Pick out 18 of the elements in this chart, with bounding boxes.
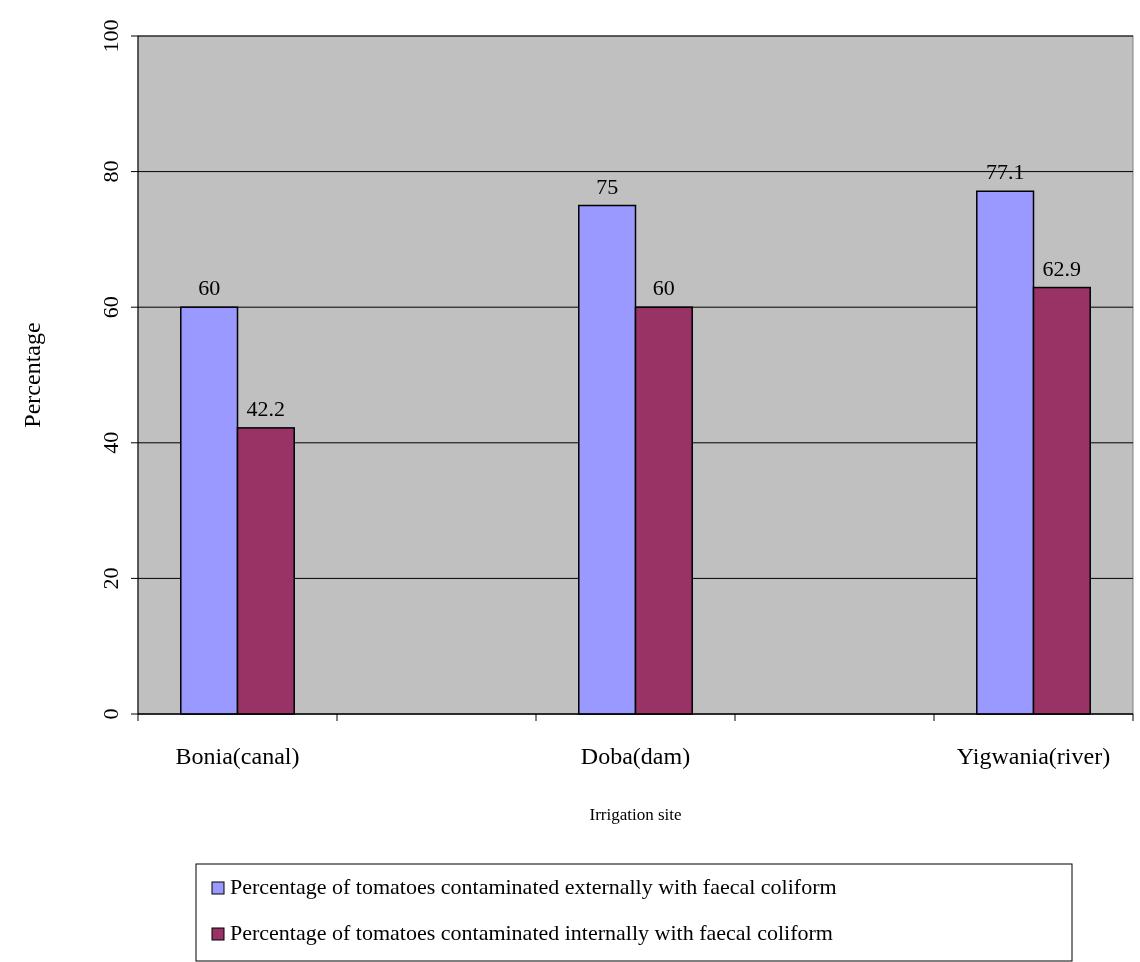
data-label: 60 — [652, 275, 675, 301]
data-label: 60 — [198, 275, 221, 301]
y-tick-label: 80 — [97, 160, 123, 183]
data-label: 75 — [596, 173, 619, 199]
y-tick-label: 0 — [97, 708, 123, 720]
data-label: 62.9 — [1042, 255, 1082, 281]
legend-label: Percentage of tomatoes contaminated internally with faecal coliform — [230, 920, 833, 945]
y-tick-label: 100 — [97, 19, 123, 53]
x-tick-label: Yigwania(river) — [956, 743, 1111, 769]
y-tick-label: 40 — [97, 431, 123, 454]
legend-label: Percentage of tomatoes contaminated externally with faecal coliform — [230, 874, 837, 899]
x-tick-label: Bonia(canal) — [175, 743, 300, 769]
y-tick-label: 60 — [97, 296, 123, 319]
x-tick-label: Doba(dam) — [580, 743, 691, 769]
data-label: 42.2 — [246, 395, 286, 421]
y-tick-label: 20 — [97, 567, 123, 590]
y-axis-title: Percentage — [19, 322, 45, 428]
x-axis-title: Irrigation site — [589, 805, 682, 824]
